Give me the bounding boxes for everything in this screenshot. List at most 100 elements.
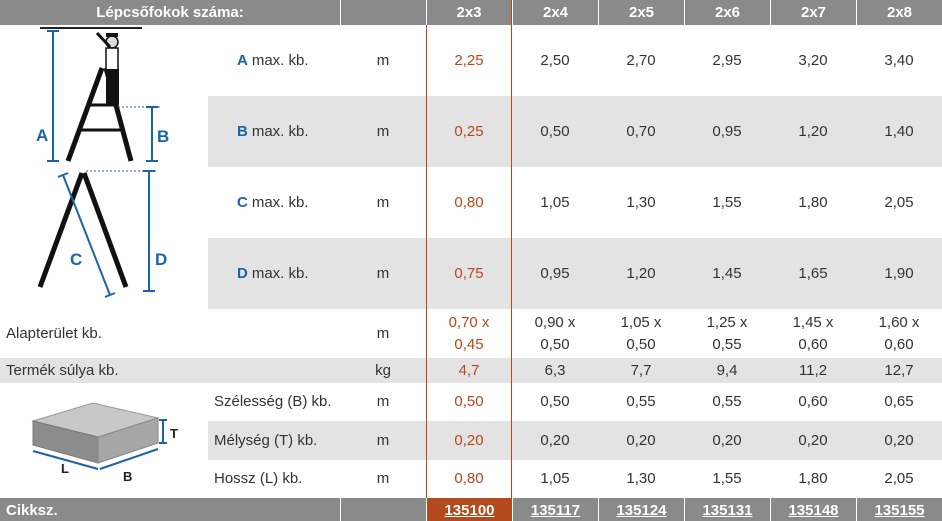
row-a-text: max. kb.: [251, 51, 309, 69]
weight-unit: kg: [340, 358, 426, 383]
footer-unit-cell: [340, 498, 426, 521]
code-link-2x8[interactable]: 135155: [874, 501, 925, 519]
row-c-2x8: 2,05: [856, 167, 942, 238]
weight-2x6: 9,4: [684, 358, 770, 383]
package-depth-2x5: 0,20: [598, 421, 684, 460]
row-b-letter: B: [237, 122, 248, 140]
package-depth-unit: m: [340, 421, 426, 460]
footprint-unit: m: [340, 309, 426, 358]
row-b-2x8: 1,40: [856, 96, 942, 167]
package-length-2x7: 1,80: [770, 460, 856, 498]
package-depth-2x4: 0,20: [512, 421, 598, 460]
package-label-l: L: [61, 461, 69, 476]
footprint-2x4: 0,90 x 0,50: [512, 309, 598, 358]
footprint-2x4-d: 0,50: [540, 335, 570, 353]
weight-2x4: 6,3: [512, 358, 598, 383]
package-width-2x4: 0,50: [512, 383, 598, 421]
weight-2x8: 12,7: [856, 358, 942, 383]
row-c-2x7: 1,80: [770, 167, 856, 238]
code-link-2x5[interactable]: 135124: [616, 501, 667, 519]
ladder-label-b: B: [157, 127, 169, 146]
header-unit-cell: [340, 0, 426, 25]
header-col-2x3: 2x3: [426, 0, 512, 25]
row-c-2x4: 1,05: [512, 167, 598, 238]
footprint-2x3-d: 0,45: [454, 335, 484, 353]
footprint-2x3-w: 0,70 x: [448, 313, 490, 331]
footer-code-2x7[interactable]: 135148: [770, 498, 856, 521]
weight-2x7: 11,2: [770, 358, 856, 383]
footer-code-2x6[interactable]: 135131: [684, 498, 770, 521]
package-diagram-svg: T L B: [31, 402, 178, 484]
header-col-2x5: 2x5: [598, 0, 684, 25]
footprint-2x8: 1,60 x 0,60: [856, 309, 942, 358]
footer-code-2x4[interactable]: 135117: [512, 498, 598, 521]
package-diagram: T L B: [0, 383, 208, 498]
code-link-2x6[interactable]: 135131: [702, 501, 753, 519]
package-depth-2x8: 0,20: [856, 421, 942, 460]
footprint-2x5-d: 0,50: [626, 335, 656, 353]
package-depth-2x6: 0,20: [684, 421, 770, 460]
package-width-label: Szélesség (B) kb.: [208, 383, 340, 421]
package-width-2x6: 0,55: [684, 383, 770, 421]
row-d-unit: m: [340, 238, 426, 309]
package-label-b: B: [123, 469, 132, 484]
row-d-letter: D: [237, 264, 248, 282]
footprint-2x8-d: 0,60: [884, 335, 914, 353]
footprint-2x5-w: 1,05 x: [620, 313, 662, 331]
weight-label: Termék súlya kb.: [0, 358, 340, 383]
row-a-2x5: 2,70: [598, 25, 684, 96]
package-width-2x7: 0,60: [770, 383, 856, 421]
row-d-2x7: 1,65: [770, 238, 856, 309]
row-d-2x4: 0,95: [512, 238, 598, 309]
footer-code-2x3[interactable]: 135100: [426, 498, 512, 521]
row-a-2x8: 3,40: [856, 25, 942, 96]
package-length-2x8: 2,05: [856, 460, 942, 498]
row-a-2x7: 3,20: [770, 25, 856, 96]
row-b-2x5: 0,70: [598, 96, 684, 167]
code-link-2x4[interactable]: 135117: [530, 501, 581, 519]
header-col-2x6: 2x6: [684, 0, 770, 25]
header-col-2x4: 2x4: [512, 0, 598, 25]
package-length-2x4: 1,05: [512, 460, 598, 498]
header-col-2x7: 2x7: [770, 0, 856, 25]
row-c-letter: C: [237, 193, 248, 211]
row-b-2x3: 0,25: [426, 96, 512, 167]
row-d-2x5: 1,20: [598, 238, 684, 309]
row-c-2x3: 0,80: [426, 167, 512, 238]
ladder-label-c: C: [70, 250, 82, 269]
row-d-2x8: 1,90: [856, 238, 942, 309]
weight-2x3: 4,7: [426, 358, 512, 383]
weight-2x5: 7,7: [598, 358, 684, 383]
row-b-2x4: 0,50: [512, 96, 598, 167]
footer-code-2x8[interactable]: 135155: [856, 498, 942, 521]
footprint-2x3: 0,70 x 0,45: [426, 309, 512, 358]
row-d-2x3: 0,75: [426, 238, 512, 309]
row-d-text: max. kb.: [251, 264, 309, 282]
package-depth-label: Mélység (T) kb.: [208, 421, 340, 460]
footprint-2x8-w: 1,60 x: [878, 313, 920, 331]
row-c-text: max. kb.: [251, 193, 309, 211]
package-length-label: Hossz (L) kb.: [208, 460, 340, 498]
footprint-2x7-w: 1,45 x: [792, 313, 834, 331]
code-link-2x7[interactable]: 135148: [788, 501, 839, 519]
package-width-2x3: 0,50: [426, 383, 512, 421]
footprint-2x5: 1,05 x 0,50: [598, 309, 684, 358]
package-depth-2x7: 0,20: [770, 421, 856, 460]
row-c-unit: m: [340, 167, 426, 238]
package-length-2x5: 1,30: [598, 460, 684, 498]
footer-code-2x5[interactable]: 135124: [598, 498, 684, 521]
row-a-letter: A: [237, 51, 248, 69]
package-length-2x3: 0,80: [426, 460, 512, 498]
package-width-2x5: 0,55: [598, 383, 684, 421]
header-col-2x8: 2x8: [856, 0, 942, 25]
ladder-label-a: A: [36, 126, 48, 145]
package-depth-2x3: 0,20: [426, 421, 512, 460]
row-d-2x6: 1,45: [684, 238, 770, 309]
row-b-unit: m: [340, 96, 426, 167]
code-link-2x3[interactable]: 135100: [444, 501, 495, 519]
